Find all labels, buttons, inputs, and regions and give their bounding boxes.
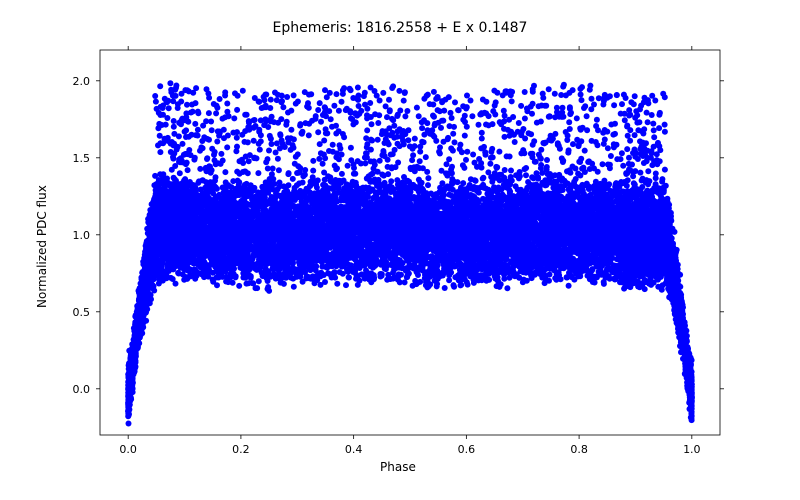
y-axis-label: Normalized PDC flux <box>35 185 49 308</box>
x-tick-label: 0.6 <box>458 443 476 456</box>
y-tick-label: 2.0 <box>73 75 91 88</box>
x-tick-label: 0.8 <box>570 443 588 456</box>
chart-title: Ephemeris: 1816.2558 + E x 0.1487 <box>0 20 800 36</box>
x-tick-label: 0.0 <box>119 443 137 456</box>
x-axis-label: Phase <box>380 460 580 474</box>
x-tick-label: 1.0 <box>683 443 701 456</box>
y-tick-label: 1.5 <box>73 152 91 165</box>
y-tick-label: 1.0 <box>73 229 91 242</box>
chart-container: Ephemeris: 1816.2558 + E x 0.1487 0.0 0.2… <box>0 0 800 500</box>
x-tick-label: 0.4 <box>345 443 363 456</box>
x-tick-label: 0.2 <box>232 443 250 456</box>
y-tick-label: 0.0 <box>73 383 91 396</box>
scatter-plot: 0.0 0.2 0.4 0.6 0.8 1.0 0.0 0.5 1.0 1.5 2.0 <box>0 0 800 500</box>
y-tick-label: 0.5 <box>73 306 91 319</box>
